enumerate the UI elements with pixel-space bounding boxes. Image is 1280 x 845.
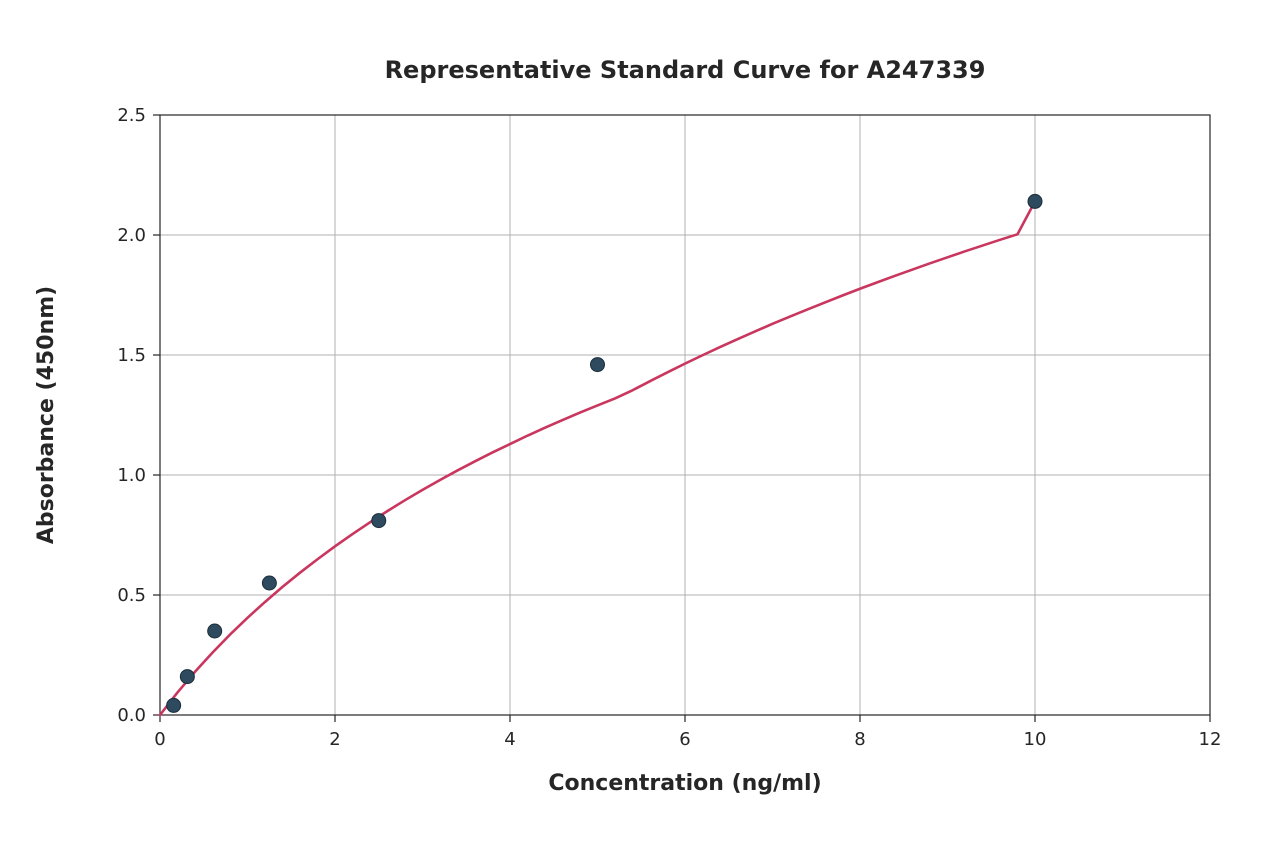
data-point	[372, 514, 386, 528]
chart-title: Representative Standard Curve for A24733…	[385, 56, 986, 84]
ytick-label: 2.0	[117, 225, 146, 246]
ytick-label: 1.0	[117, 465, 146, 486]
xtick-label: 8	[854, 729, 865, 750]
data-point	[262, 576, 276, 590]
data-point	[180, 670, 194, 684]
xtick-label: 12	[1199, 729, 1222, 750]
data-point	[591, 358, 605, 372]
xtick-label: 10	[1024, 729, 1047, 750]
ytick-label: 0.5	[117, 585, 146, 606]
xtick-label: 0	[154, 729, 165, 750]
standard-curve-chart: 0 2 4 6 8 10 12 0.0 0.5 1.0 1.5 2.0 2.5 Representativ…	[0, 0, 1280, 845]
xtick-label: 6	[679, 729, 690, 750]
data-point	[208, 624, 222, 638]
ytick-label: 2.5	[117, 105, 146, 126]
xtick-label: 2	[329, 729, 340, 750]
chart-svg: 0 2 4 6 8 10 12 0.0 0.5 1.0 1.5 2.0 2.5 Representativ…	[0, 0, 1280, 845]
x-axis-label: Concentration (ng/ml)	[548, 771, 821, 796]
data-point	[1028, 194, 1042, 208]
ytick-label: 0.0	[117, 705, 146, 726]
ytick-label: 1.5	[117, 345, 146, 366]
y-axis-label: Absorbance (450nm)	[34, 286, 59, 544]
fitted-curve	[160, 201, 1035, 715]
xtick-label: 4	[504, 729, 515, 750]
data-point	[167, 698, 181, 712]
